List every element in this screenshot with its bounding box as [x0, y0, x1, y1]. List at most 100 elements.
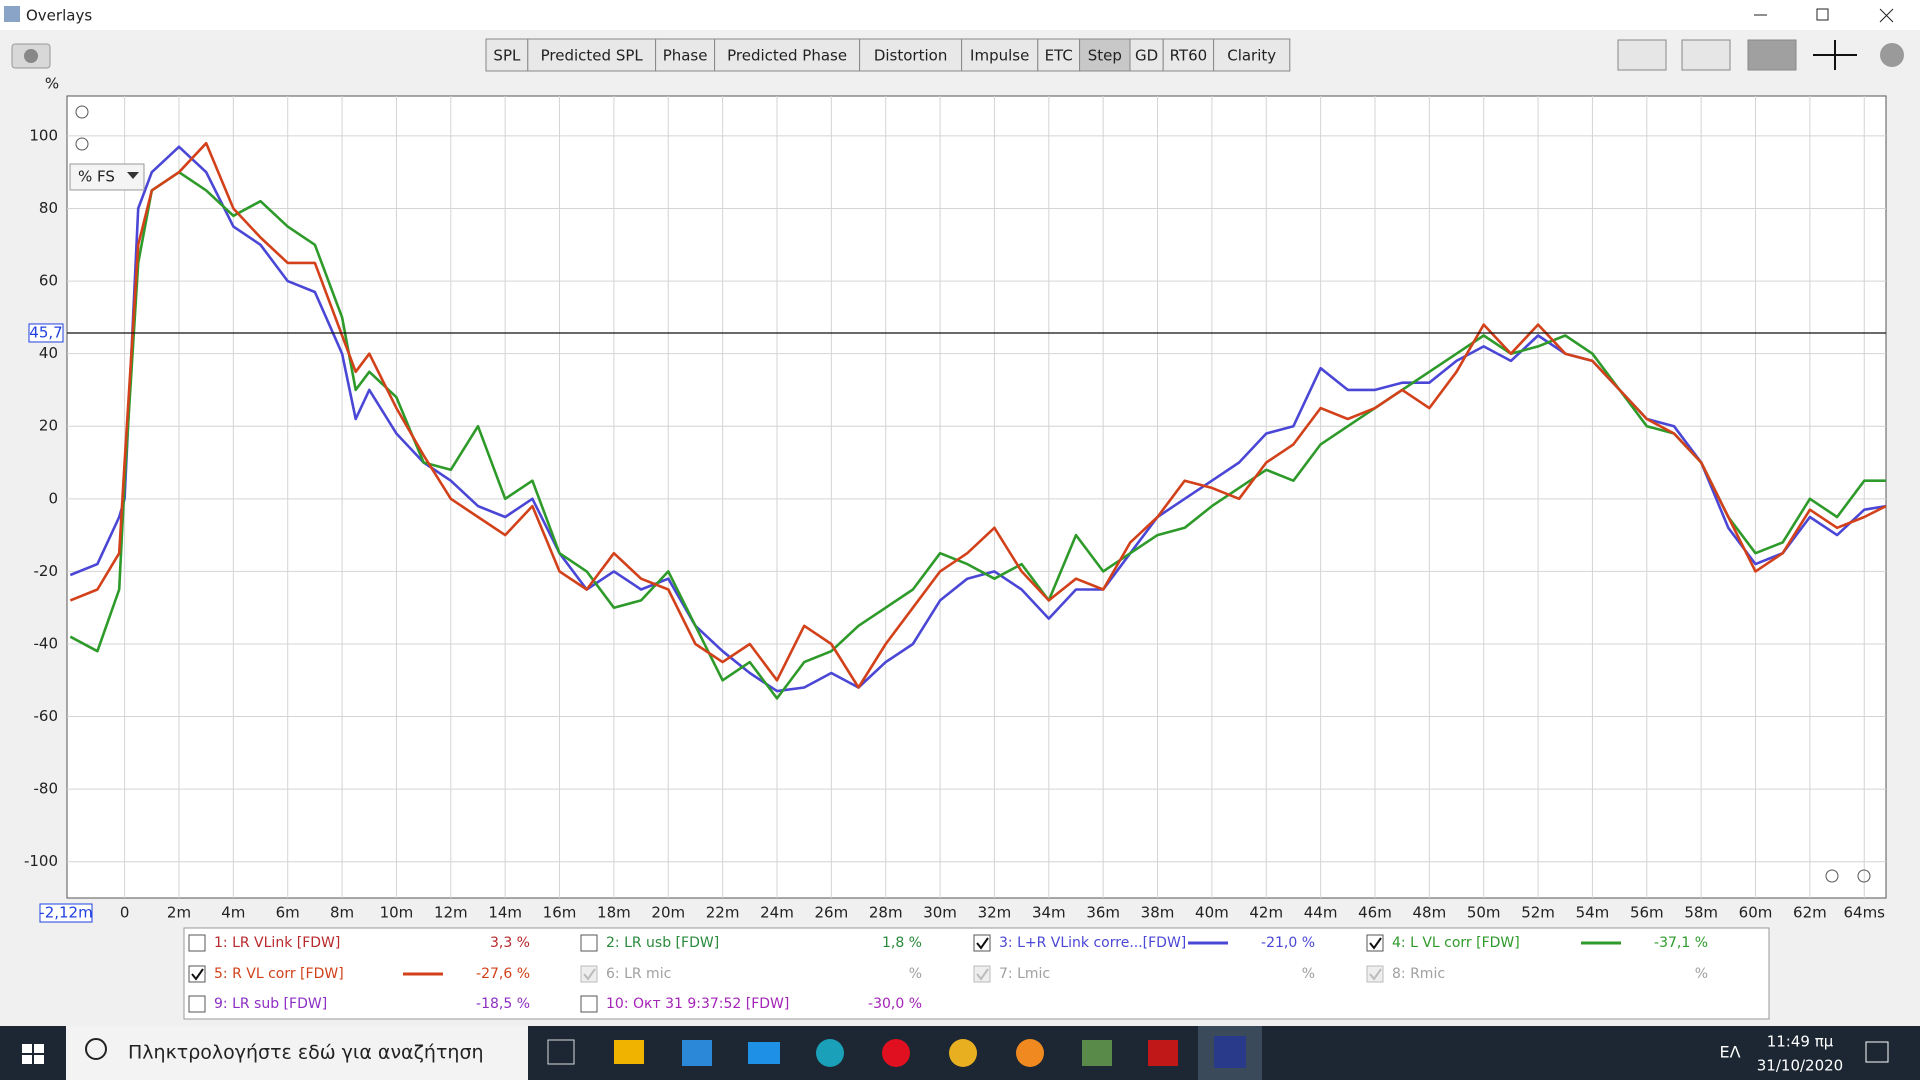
- legend-reading: %: [1302, 966, 1315, 982]
- legend-checkbox[interactable]: [973, 934, 991, 952]
- tab-label: Phase: [663, 47, 708, 65]
- x-tick-label: 36m: [1086, 904, 1120, 922]
- tab-label: Predicted Phase: [727, 47, 847, 65]
- camera-icon: [24, 49, 38, 63]
- tab[interactable]: [527, 38, 657, 72]
- x-tick-label: 34m: [1032, 904, 1066, 922]
- chrome[interactable]: [949, 1039, 977, 1067]
- legend-checkbox[interactable]: [188, 934, 206, 952]
- start-button[interactable]: [22, 1044, 44, 1064]
- zoom-in-y[interactable]: [75, 105, 89, 119]
- title-bar: [0, 0, 1920, 30]
- y-tick-label: -40: [34, 634, 59, 652]
- x-tick-label: 48m: [1412, 904, 1446, 922]
- checkmark: [1369, 968, 1382, 981]
- tab-label: Distortion: [874, 47, 948, 65]
- restore-button[interactable]: [1816, 8, 1829, 21]
- x-tick-label: 16m: [543, 904, 577, 922]
- tab[interactable]: [1037, 38, 1081, 72]
- x-tick-label: 38m: [1141, 904, 1175, 922]
- x-tick-label: 4m: [221, 904, 245, 922]
- language[interactable]: ΕΛ: [1719, 1043, 1740, 1062]
- legend-label: 9: LR sub [FDW]: [214, 996, 327, 1012]
- series-line: [69, 170, 1886, 700]
- tab-label: RT60: [1170, 47, 1208, 65]
- tab-label: Step: [1088, 47, 1122, 65]
- controls-button[interactable]: [1747, 39, 1797, 71]
- brave[interactable]: [1016, 1039, 1044, 1067]
- x-tick-label: 50m: [1467, 904, 1501, 922]
- x-tick-label: 58m: [1684, 904, 1718, 922]
- tab[interactable]: [485, 38, 529, 72]
- app-icon-taskbar[interactable]: [1148, 1040, 1178, 1066]
- x-tick-label: 24m: [760, 904, 794, 922]
- x-tick-label: 26m: [814, 904, 848, 922]
- x-tick-label: 8m: [330, 904, 354, 922]
- legend-checkbox[interactable]: [580, 934, 598, 952]
- legend-checkbox[interactable]: [580, 995, 598, 1013]
- app-icon: [4, 6, 20, 22]
- x-tick-label: 42m: [1249, 904, 1283, 922]
- file-explorer[interactable]: [614, 1040, 644, 1064]
- y-tick-label: 80: [39, 199, 58, 217]
- clock-time[interactable]: 11:49 πμ: [1767, 1033, 1834, 1051]
- clock-date[interactable]: 31/10/2020: [1757, 1057, 1843, 1075]
- y-tick-label: 100: [29, 126, 58, 144]
- tab-bar: SPL Predicted SPL Phase Predicted Phase Dist…: [485, 38, 1291, 72]
- checkmark: [976, 937, 989, 950]
- legend-reading: %: [1695, 966, 1708, 982]
- cursor-box: [28, 323, 64, 343]
- y-unit: %: [45, 75, 59, 93]
- legend-reading: 1,8 %: [882, 935, 922, 951]
- legend-checkbox: [580, 965, 598, 983]
- zoom-out-y[interactable]: [75, 137, 89, 151]
- zoom-in-x[interactable]: [1857, 869, 1871, 883]
- notifications[interactable]: [1865, 1041, 1889, 1063]
- close-button[interactable]: [1879, 8, 1894, 23]
- store[interactable]: [682, 1040, 712, 1066]
- x-tick-label: 20m: [651, 904, 685, 922]
- zoom-out-x[interactable]: [1825, 869, 1839, 883]
- tab[interactable]: [1129, 38, 1164, 72]
- settings-button[interactable]: [1880, 43, 1904, 67]
- fit-button[interactable]: [1813, 40, 1857, 70]
- vertical-fit-button[interactable]: [1617, 39, 1667, 71]
- x-tick-label: 0: [120, 904, 130, 922]
- tab[interactable]: [1162, 38, 1215, 72]
- y-tick-label: -20: [34, 562, 59, 580]
- task-view[interactable]: [547, 1039, 575, 1065]
- legend-checkbox[interactable]: [188, 965, 206, 983]
- legend-label: 10: Окт 31 9:37:52 [FDW]: [606, 996, 789, 1012]
- mail[interactable]: [748, 1042, 780, 1064]
- tab[interactable]: [714, 38, 861, 72]
- legend-reading: -27,6 %: [476, 966, 530, 982]
- plot-area: [66, 95, 1887, 899]
- legend-reading: -21,0 %: [1261, 935, 1315, 951]
- x-tick-label: 56m: [1630, 904, 1664, 922]
- x-tick-label: 40m: [1195, 904, 1229, 922]
- legend-label: 4: L VL corr [FDW]: [1392, 935, 1520, 951]
- x-tick-label: 64ms: [1843, 904, 1885, 922]
- checkmark: [191, 968, 204, 981]
- tab-label: SPL: [493, 47, 521, 65]
- tab[interactable]: [1213, 38, 1291, 72]
- tab[interactable]: [655, 38, 716, 72]
- tab-label: Clarity: [1227, 47, 1276, 65]
- tab[interactable]: [859, 38, 963, 72]
- edge[interactable]: [816, 1039, 844, 1067]
- tab-label: Impulse: [970, 47, 1029, 65]
- x-tick-label: 14m: [488, 904, 522, 922]
- opera[interactable]: [882, 1039, 910, 1067]
- search-box[interactable]: [66, 1026, 528, 1080]
- legend-reading: %: [909, 966, 922, 982]
- tab[interactable]: [1079, 38, 1131, 72]
- checkmark: [1369, 937, 1382, 950]
- x-tick-label: 46m: [1358, 904, 1392, 922]
- legend-checkbox[interactable]: [1366, 934, 1384, 952]
- legend-checkbox[interactable]: [188, 995, 206, 1013]
- y-tick-label: 40: [39, 344, 58, 362]
- app-icon-taskbar[interactable]: [1082, 1040, 1112, 1066]
- x-tick-label: 22m: [706, 904, 740, 922]
- x-tick-label: 60m: [1739, 904, 1773, 922]
- layout-button[interactable]: [1681, 39, 1731, 71]
